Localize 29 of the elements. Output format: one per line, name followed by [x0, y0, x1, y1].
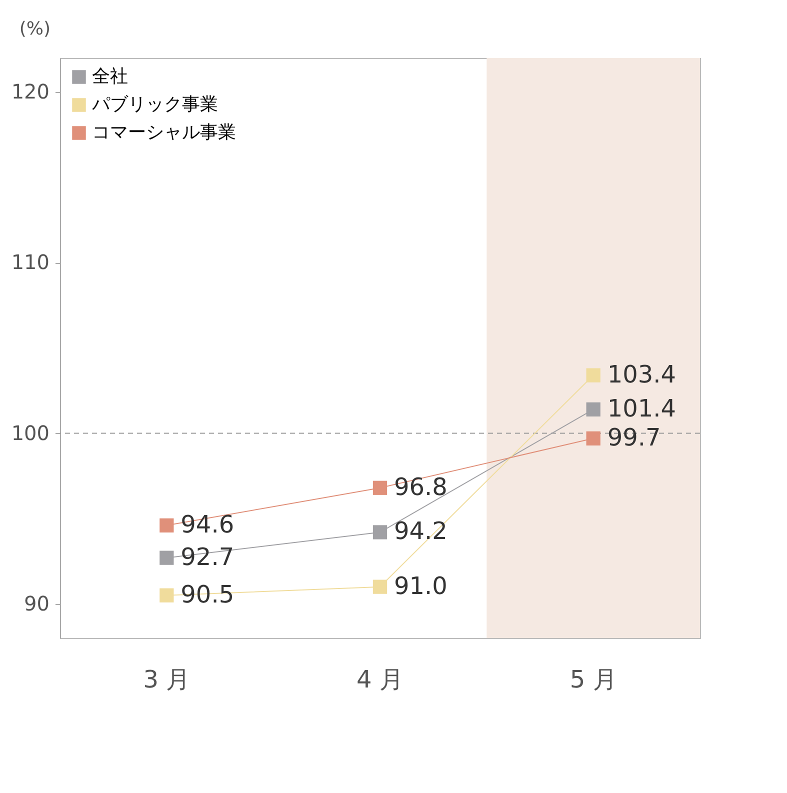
data-label: 103.4 — [607, 360, 676, 388]
point — [372, 480, 388, 495]
point — [586, 431, 600, 446]
data-label: 94.6 — [180, 510, 234, 538]
data-label: 94.2 — [394, 517, 448, 546]
y-tick-label: 110 — [11, 250, 50, 274]
point — [586, 402, 600, 416]
y-tick-label: 90 — [24, 591, 50, 616]
y-tick-label: 100 — [11, 420, 50, 445]
legend-label: コマーシャル事業 — [92, 122, 236, 143]
point — [160, 550, 174, 565]
y-axis-title: (%) — [19, 18, 50, 40]
x-tick-label: 3 月 — [143, 666, 190, 694]
point — [372, 525, 388, 540]
x-tick-label: 4 月 — [356, 666, 404, 694]
y-tick-label: 120 — [11, 80, 50, 104]
legend-label: パブリック事業 — [91, 94, 218, 115]
point — [372, 580, 388, 594]
data-label: 96.8 — [394, 472, 448, 501]
point — [160, 588, 174, 602]
data-label: 90.5 — [180, 580, 234, 608]
data-label: 92.7 — [180, 542, 234, 571]
point — [160, 518, 174, 532]
data-label: 91.0 — [394, 572, 448, 600]
legend-label: 全社 — [92, 66, 128, 87]
data-label: 101.4 — [607, 394, 676, 422]
data-label: 99.7 — [607, 423, 661, 452]
point — [586, 368, 600, 382]
x-tick-label: 5 月 — [570, 666, 617, 694]
